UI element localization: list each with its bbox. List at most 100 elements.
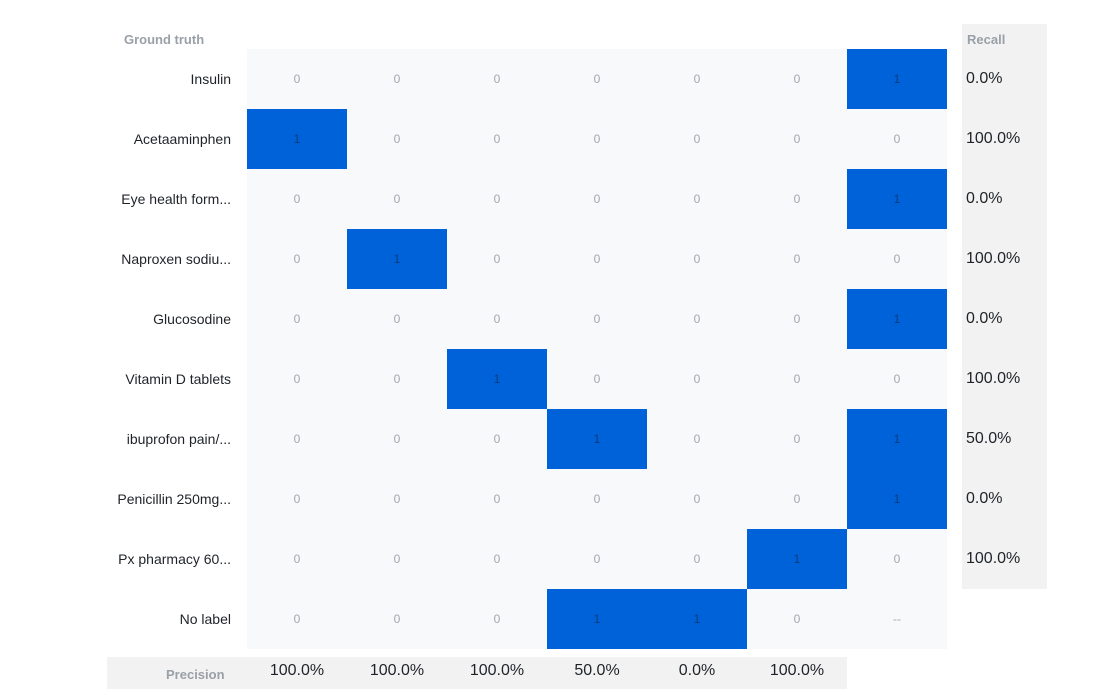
matrix-cell: 0 (693, 312, 701, 326)
recall-value: 100.0% (966, 550, 1021, 567)
row-label: Penicillin 250mg... (117, 491, 231, 507)
ground-truth-title: Ground truth (124, 32, 205, 47)
matrix-cell: 0 (793, 72, 801, 86)
matrix-cell: 0 (293, 432, 301, 446)
matrix-cell: 0 (693, 432, 701, 446)
matrix-cell: 0 (393, 72, 401, 86)
matrix-cell: 0 (393, 432, 401, 446)
row-label: No label (179, 611, 231, 627)
matrix-cell: 0 (493, 432, 501, 446)
matrix-cell: 0 (293, 492, 301, 506)
matrix-cell: 0 (693, 132, 701, 146)
recall-value: 100.0% (966, 130, 1021, 147)
matrix-cell: 0 (393, 492, 401, 506)
matrix-cell: 0 (893, 552, 901, 566)
matrix-cell: 0 (393, 372, 401, 386)
matrix-cell: 0 (693, 72, 701, 86)
matrix-cell: 1 (447, 349, 547, 409)
matrix-cell: 0 (693, 492, 701, 506)
recall-value: 0.0% (966, 310, 1003, 327)
matrix-cell: 0 (293, 252, 301, 266)
row-label: Naproxen sodiu... (121, 251, 231, 267)
matrix-cell: 0 (293, 612, 301, 626)
matrix-cell: 0 (493, 492, 501, 506)
matrix-cell: 0 (893, 372, 901, 386)
precision-value: 0.0% (678, 662, 716, 679)
matrix-cell: 0 (393, 132, 401, 146)
recall-value: 0.0% (966, 490, 1003, 507)
matrix-cell: 1 (847, 289, 947, 349)
matrix-cell: 0 (493, 252, 501, 266)
matrix-cell: 0 (593, 192, 601, 206)
matrix-cell: 0 (493, 552, 501, 566)
matrix-cell: 0 (793, 492, 801, 506)
matrix-cell: 0 (293, 192, 301, 206)
matrix-cell: 0 (293, 372, 301, 386)
recall-value: 100.0% (966, 250, 1021, 267)
matrix-cell: 0 (393, 312, 401, 326)
matrix-cell: 0 (893, 252, 901, 266)
recall-value: 0.0% (966, 70, 1003, 87)
matrix-cell: 0 (293, 552, 301, 566)
matrix-cell: 1 (847, 409, 947, 469)
precision-title: Precision (166, 667, 225, 682)
precision-value: 100.0% (769, 662, 825, 679)
row-label: Vitamin D tablets (125, 371, 231, 387)
matrix-cell: 0 (593, 312, 601, 326)
precision-value: 50.0% (574, 662, 620, 679)
precision-value: 100.0% (269, 662, 325, 679)
matrix-cell: 0 (693, 552, 701, 566)
matrix-cell: 0 (493, 312, 501, 326)
matrix-cell: 1 (247, 109, 347, 169)
matrix-cell: 0 (793, 612, 801, 626)
recall-title: Recall (967, 32, 1006, 47)
matrix-cell: 0 (693, 372, 701, 386)
row-label: ibuprofon pain/... (126, 431, 231, 447)
matrix-cell: 0 (393, 552, 401, 566)
matrix-cell: 1 (847, 49, 947, 109)
matrix-cell: 0 (393, 612, 401, 626)
matrix-cell: 0 (893, 132, 901, 146)
matrix-cell: 0 (793, 192, 801, 206)
recall-value: 100.0% (966, 370, 1021, 387)
row-label: Insulin (190, 71, 231, 87)
precision-value: 100.0% (369, 662, 425, 679)
row-label: Px pharmacy 60... (118, 551, 231, 567)
matrix-cell: 0 (693, 192, 701, 206)
matrix-cell: 0 (493, 612, 501, 626)
matrix-cell: 1 (347, 229, 447, 289)
matrix-cell: 0 (493, 132, 501, 146)
row-label: Glucosodine (153, 311, 231, 327)
matrix-cell: 0 (593, 492, 601, 506)
matrix-cell: 0 (793, 372, 801, 386)
row-label: Acetaaminphen (133, 131, 231, 147)
matrix-cell: 1 (847, 469, 947, 529)
matrix-cell: 0 (793, 432, 801, 446)
matrix-cell: 0 (693, 252, 701, 266)
matrix-cell: 1 (547, 409, 647, 469)
matrix-cell: 1 (647, 589, 747, 649)
matrix-cell: 0 (493, 72, 501, 86)
matrix-cell: 0 (393, 192, 401, 206)
precision-value: 100.0% (469, 662, 525, 679)
matrix-cell: 0 (593, 132, 601, 146)
row-label: Eye health form... (121, 191, 231, 207)
matrix-cell: 0 (293, 72, 301, 86)
matrix-cell: 0 (793, 132, 801, 146)
matrix-cell: 0 (593, 252, 601, 266)
matrix-cell: 1 (547, 589, 647, 649)
matrix-cell: 0 (593, 72, 601, 86)
matrix-cell: 0 (793, 312, 801, 326)
matrix-cell: 0 (593, 372, 601, 386)
matrix-cell: 0 (293, 312, 301, 326)
matrix-cell: -- (893, 612, 901, 626)
matrix-cell: 0 (793, 252, 801, 266)
matrix-cell: 1 (847, 169, 947, 229)
recall-value: 50.0% (966, 430, 1012, 447)
precision-bar (107, 657, 847, 689)
recall-panel (962, 24, 1047, 589)
matrix-cell: 0 (593, 552, 601, 566)
matrix-cell: 0 (493, 192, 501, 206)
matrix-cell: 1 (747, 529, 847, 589)
